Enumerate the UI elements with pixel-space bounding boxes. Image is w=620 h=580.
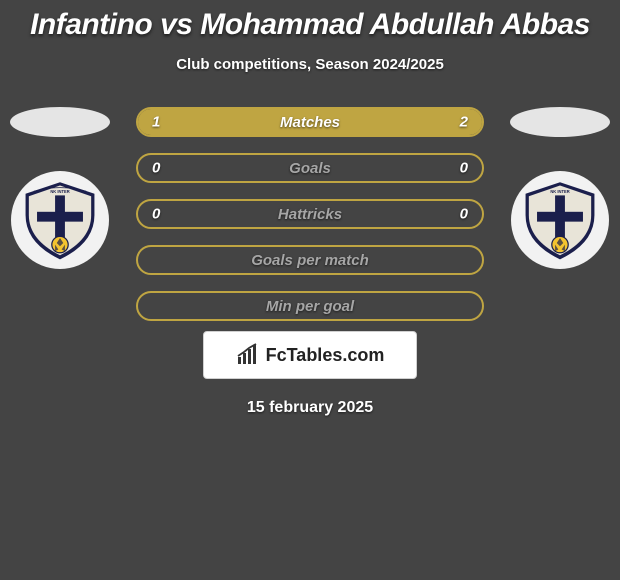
stat-value-right: 0	[460, 206, 468, 223]
stat-label: Hattricks	[278, 206, 342, 223]
player-left-column: NK INTER	[8, 107, 112, 269]
team-logo-left	[10, 107, 110, 137]
competition-subtitle: Club competitions, Season 2024/2025	[0, 56, 620, 73]
attribution-box[interactable]: FcTables.com	[203, 331, 417, 379]
player-right-column: NK INTER	[508, 107, 612, 269]
comparison-columns: NK INTER 1 2 Matches 0 0 Goals 0 0 Hattricks Goal…	[0, 107, 620, 321]
stat-label: Goals	[289, 160, 331, 177]
svg-text:NK INTER: NK INTER	[550, 189, 569, 194]
svg-text:NK INTER: NK INTER	[50, 189, 69, 194]
stat-value-right: 0	[460, 160, 468, 177]
page-title: Infantino vs Mohammad Abdullah Abbas	[0, 8, 620, 42]
stat-row-min-per-goal: Min per goal	[136, 291, 484, 321]
snapshot-date: 15 february 2025	[247, 399, 373, 417]
stat-label: Goals per match	[251, 252, 369, 269]
stat-label: Matches	[280, 114, 340, 131]
club-crest-right: NK INTER	[519, 179, 601, 261]
team-logo-right	[510, 107, 610, 137]
club-crest-left: NK INTER	[19, 179, 101, 261]
stat-value-left: 1	[152, 114, 160, 131]
stat-value-left: 0	[152, 160, 160, 177]
stat-value-left: 0	[152, 206, 160, 223]
stat-row-goals-per-match: Goals per match	[136, 245, 484, 275]
player-avatar-left: NK INTER	[11, 171, 109, 269]
chart-icon	[236, 343, 260, 367]
footer-column: FcTables.com 15 february 2025	[0, 331, 620, 417]
comparison-widget: Infantino vs Mohammad Abdullah Abbas Clu…	[0, 0, 620, 417]
stat-value-right: 2	[460, 114, 468, 131]
stat-label: Min per goal	[266, 298, 354, 315]
stat-row-goals: 0 0 Goals	[136, 153, 484, 183]
stat-row-matches: 1 2 Matches	[136, 107, 484, 137]
stats-column: 1 2 Matches 0 0 Goals 0 0 Hattricks Goals per mat…	[112, 107, 508, 321]
stat-row-hattricks: 0 0 Hattricks	[136, 199, 484, 229]
attribution-text: FcTables.com	[266, 345, 385, 366]
player-avatar-right: NK INTER	[511, 171, 609, 269]
